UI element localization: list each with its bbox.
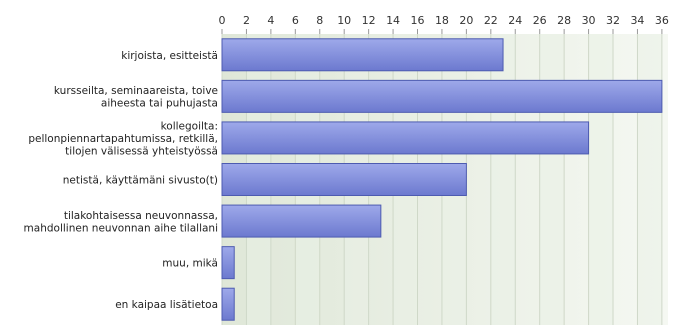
category-label-line: netistä, käyttämäni sivusto(t) <box>63 175 218 187</box>
category-label: muu, mikä <box>162 258 218 270</box>
x-tick-label: 18 <box>435 14 449 27</box>
bar <box>221 287 235 321</box>
x-tick-label: 36 <box>655 14 669 27</box>
x-tick-label: 14 <box>386 14 400 27</box>
x-tick-label: 34 <box>630 14 644 27</box>
category-label: kollegoilta: pellonpiennartapahtumissa, r… <box>28 120 218 157</box>
x-tick-label: 10 <box>337 14 351 27</box>
category-labels: kirjoista, esitteistä kursseilta, seminaa… <box>24 50 218 311</box>
grid-band <box>588 34 614 325</box>
x-tick-label: 28 <box>557 14 571 27</box>
x-tick-label: 4 <box>267 14 274 27</box>
x-tick-label: 30 <box>582 14 596 27</box>
bar <box>221 204 382 238</box>
category-label: kirjoista, esitteistä <box>121 50 218 62</box>
category-label: en kaipaa lisätietoa <box>115 299 218 311</box>
category-label: netistä, käyttämäni sivusto(t) <box>63 175 218 187</box>
grid-band <box>539 34 565 325</box>
x-tick-label: 26 <box>533 14 547 27</box>
x-tick-label: 0 <box>219 14 226 27</box>
category-label-line: muu, mikä <box>162 258 218 270</box>
x-tick-label: 6 <box>292 14 299 27</box>
bar <box>221 79 663 113</box>
x-tick-label: 8 <box>316 14 323 27</box>
category-label-line: tilojen välisessä yhteistyössä <box>65 145 218 157</box>
bar <box>221 163 467 196</box>
category-label-line: pellonpiennartapahtumissa, retkillä, <box>28 133 218 145</box>
category-label-line: kollegoilta: <box>161 120 218 132</box>
bar <box>221 38 504 72</box>
category-label-line: kursseilta, seminaareista, toive <box>54 85 218 97</box>
grid-band <box>490 34 516 325</box>
category-label: kursseilta, seminaareista, toive aiheesta… <box>54 85 218 110</box>
bar <box>221 246 235 280</box>
category-label-line: aiheesta tai puhujasta <box>101 98 218 110</box>
x-tick-label: 16 <box>411 14 425 27</box>
x-tick-label: 22 <box>484 14 498 27</box>
category-label: tilakohtaisessa neuvonnassa, mahdollinen … <box>24 210 218 235</box>
category-label-line: mahdollinen neuvonnan aihe tilallani <box>24 222 218 234</box>
x-axis-ticks: 0 2 4 6 8 10 12 14 16 18 20 22 24 26 28 30 32 34 36 <box>219 14 669 34</box>
x-tick-label: 2 <box>243 14 250 27</box>
bars <box>221 38 663 321</box>
category-label-line: en kaipaa lisätietoa <box>115 299 218 311</box>
grid-band <box>637 34 662 325</box>
x-tick-label: 32 <box>606 14 620 27</box>
x-tick-label: 24 <box>508 14 522 27</box>
category-label-line: tilakohtaisessa neuvonnassa, <box>64 210 218 222</box>
category-label-line: kirjoista, esitteistä <box>121 50 218 62</box>
x-tick-label: 20 <box>459 14 473 27</box>
bar <box>221 121 590 155</box>
x-tick-label: 12 <box>362 14 376 27</box>
